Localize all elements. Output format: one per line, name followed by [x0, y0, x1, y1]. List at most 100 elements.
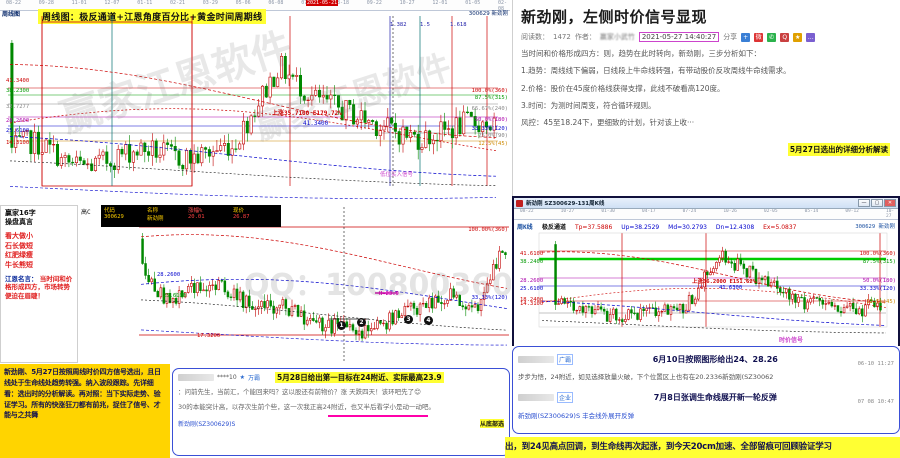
price-level-label: 100.0%(360)	[471, 88, 508, 94]
axis-tick: 03-29	[202, 0, 218, 6]
weekly-annotation-price: 41.3400	[303, 120, 329, 127]
article-paragraph-0: 当时间和价格形成四方：则，趋势在此时转向，新劲刚，三步分析如下：	[521, 49, 761, 58]
fib-time-label-0: 1.382	[390, 22, 407, 28]
window-chart-top-axis: 08-22 10-27 01-30 04-17 07-24 10-26 02-05 05-14…	[514, 209, 898, 220]
axis-tick: 08-22	[6, 0, 22, 6]
comment-row-1-timestamp: 07 08 10:47	[857, 399, 894, 406]
axis-tick: 12-07	[104, 0, 120, 6]
axis-tick: 06-08	[268, 0, 284, 6]
price-level-label: 25.6100	[6, 128, 30, 134]
axis-tick: 12-01	[432, 0, 448, 6]
comment-row-0-header: 广霸 6月10日按照图形给出24、28.26 06-10 11:27	[518, 350, 894, 369]
minimize-button[interactable]: —	[858, 199, 870, 207]
indicator-md: Md=30.2793	[668, 224, 707, 231]
close-button[interactable]: ✕	[884, 199, 896, 207]
quote-code: 300629	[104, 214, 124, 220]
qq-icon[interactable]: Q	[780, 32, 790, 42]
plus-icon[interactable]: +	[741, 32, 751, 42]
marker-1: 1	[337, 321, 346, 330]
gann-quote-body: 当时间和价格形成四方，市场转势便迫在眉睫！	[5, 274, 73, 300]
gann-quote-title: 江恩名言：	[5, 274, 38, 283]
wechat-icon[interactable]: ✆	[767, 32, 777, 42]
window-left-tab[interactable]: 周K线	[517, 224, 533, 231]
price-level-label: 100.0%(360)	[859, 251, 896, 257]
axis-tick: 05-14	[804, 209, 819, 214]
price-level-label: 32.7277	[6, 104, 30, 110]
quote-header-name: 名称	[147, 208, 159, 214]
daily-right-label-1: 100.00%(360)	[468, 227, 508, 233]
quote-name: 新劲刚	[147, 216, 164, 222]
yellow-summary-block: 新劲刚、5月27日按照周线时价四方信号选出，且日线处于生命线处趋势转强。纳入波段…	[0, 364, 170, 458]
window-chart-body[interactable]: 08-22 10-27 01-30 04-17 07-24 10-26 02-05 05-14…	[514, 209, 898, 346]
qzone-icon[interactable]: ★	[793, 32, 803, 42]
price-level-label: 38.2300	[6, 88, 30, 94]
comment-row-1-body[interactable]: 新劲刚(SZ300629)S 丰会线外展开反弹	[518, 412, 635, 421]
comment-highlight: 5月28日给出第一目标在24附近、实际最高23.9	[275, 372, 444, 383]
article-meta: 阅读数： 1472 作者： 赢家小武竹 2021-05-27 14:40:27 …	[521, 32, 892, 42]
indicator-ex: Ex=5.0837	[763, 224, 797, 231]
quote-price: 26.87	[233, 214, 250, 220]
daily-right-label-2: 33.33%(120)	[471, 295, 508, 301]
bottom-banner: 出，到24见高点回调，到生命线再次起涨，到今天20cm加速、全部留痕可回顾验证学…	[505, 437, 900, 458]
quote-bar-row[interactable]: 300629 新劲刚 20.01 26.87	[104, 214, 278, 222]
window-titlebar[interactable]: 新劲刚 SZ300629-131周K线 — ▢ ✕	[514, 198, 898, 209]
app-icon	[516, 199, 523, 207]
comment-row-0-timestamp: 06-10 11:27	[857, 361, 894, 367]
weibo-icon[interactable]: 微	[754, 32, 764, 42]
pink-underline	[328, 414, 428, 417]
comment-user-name[interactable]: ****10	[217, 374, 237, 381]
comment-footer[interactable]: 新劲刚(SZ300629)S 从底部选	[178, 418, 504, 428]
window-title: 新劲刚 SZ300629-131周K线	[526, 201, 605, 207]
axis-tick: 05-06	[235, 0, 251, 6]
article-paragraph-3: 3.时间：为测时间周变，符合循环规则。	[521, 100, 656, 110]
comment-badge: 万霸	[248, 375, 261, 382]
marker-2: 2	[357, 318, 366, 327]
gann-quote: 江恩名言： 当时间和价格形成四方，市场转势便迫在眉睫！	[5, 275, 73, 300]
article-paragraph-4: 风控：45至18.24下，更细致的计划，针对该上收···	[521, 118, 695, 127]
comment-row-0-badge: 广霸	[557, 354, 574, 365]
axis-tick: 01-30	[601, 209, 615, 214]
price-level-label: 38.2400	[520, 259, 544, 265]
axis-tick: 02-21	[170, 0, 186, 6]
axis-tick: 02-05	[764, 209, 778, 214]
axis-tick: 07-24	[682, 209, 697, 214]
price-level-label: 33.33%(120)	[471, 126, 508, 132]
reads-label: 阅读数：	[521, 33, 549, 41]
more-icon[interactable]: …	[806, 32, 816, 42]
article-body: 当时间和价格形成四方：则，趋势在此时转向，新劲刚，三步分析如下： 1.趋势：周线…	[521, 48, 892, 128]
weekly-chart-right-code: 300629 新劲刚	[468, 11, 508, 17]
indicator-dn: Dn=12.4308	[715, 224, 755, 231]
price-level-label: 12.5%(45)	[478, 141, 508, 147]
comment-row-0-text: 6月10日按照图形给出24、28.26	[652, 355, 778, 364]
article-paragraph-1: 1.趋势：周线线下偏弱，日线段上牛命线转强，有带动股价反攻周线牛命线需求。	[521, 66, 791, 76]
comment-row-1-text: 7月8日张调生命线展开新一轮反弹	[653, 393, 777, 403]
price-level-label: 33.33%(120)	[859, 286, 896, 292]
axis-tick: 01-05	[465, 0, 481, 6]
window-chart-graphics	[538, 232, 888, 334]
axis-tick: 08-22	[520, 209, 534, 214]
fib-time-label-2: 1.618	[450, 22, 467, 28]
article-panel: 新劲刚，左侧时价信号显现 阅读数： 1472 作者： 赢家小武竹 2021-05…	[512, 0, 900, 196]
price-level-label: 66.67%(240)	[471, 106, 508, 112]
chart-window[interactable]: 新劲刚 SZ300629-131周K线 — ▢ ✕ 08-22 10-27 01-3…	[512, 196, 900, 346]
price-level-label: 87.5%(315)	[862, 259, 896, 265]
motto-heading-2: 操盘真言	[5, 218, 33, 227]
maximize-button[interactable]: ▢	[871, 199, 883, 207]
quote-bar[interactable]: 代码 名称 涨幅% 现价 300629 新劲刚 20.01 26.87	[101, 205, 281, 227]
weekly-chart-panel[interactable]: 08-22 09-28 11-01 12-07 01-11 02-21 03-29 05-06…	[0, 0, 510, 205]
marker-3: 3	[404, 315, 413, 324]
price-level-label: 50.0%(180)	[862, 278, 896, 284]
motto-lines: 看大做小 石长做短 红肥绿瘦 牛长熊短	[5, 232, 33, 269]
axis-tick: 10-26	[723, 209, 737, 214]
share-label: 分享	[723, 33, 738, 41]
author-name: 赢家小武竹	[599, 33, 635, 41]
price-level-label: 14.3100	[6, 140, 30, 146]
motto-heading-1: 赢家16字	[5, 209, 36, 217]
daily-chart-graphics	[79, 205, 511, 363]
price-level-label: 87.5%(315)	[474, 95, 508, 101]
daily-chart-panel[interactable]: 高C 代码 名称 涨幅% 现价 300629 新劲刚 20.01 26.87 Q…	[79, 205, 511, 363]
marker-4: 4	[424, 316, 433, 325]
price-level-label: 14.3100	[520, 301, 544, 307]
axis-tick: 10-27	[399, 0, 415, 6]
indicator-name: 极反通道	[542, 224, 567, 231]
